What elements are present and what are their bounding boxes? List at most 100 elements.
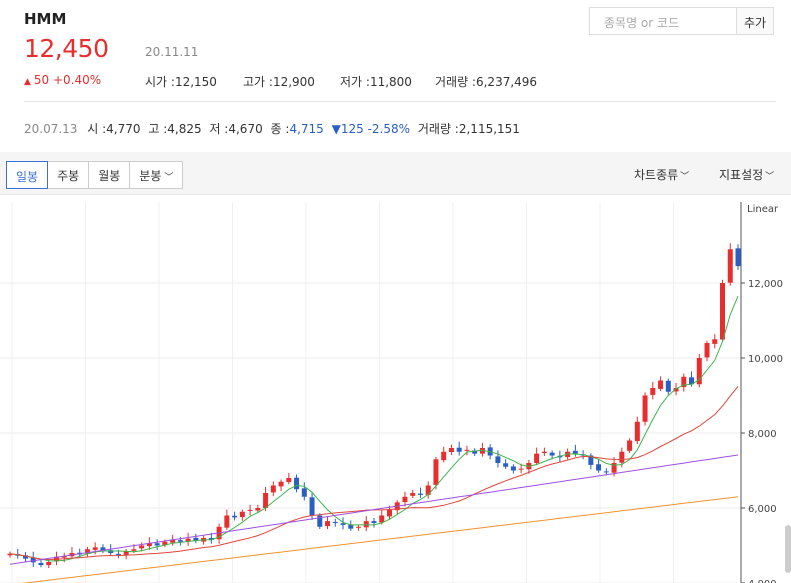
candle-body	[30, 557, 36, 563]
y-tick-label: 8,000	[748, 429, 777, 440]
candle-body	[309, 497, 315, 516]
candle-body	[356, 526, 362, 528]
tab-daily[interactable]: 일봉	[6, 161, 49, 189]
candle-body	[278, 481, 284, 487]
chart-area[interactable]: 4,000 6,000 8,000 10,000 12,000 Linear	[0, 194, 791, 583]
price-change-value: 50 +0.40%	[33, 73, 102, 87]
down-arrow-icon: ▼	[331, 122, 341, 136]
indicator-menu[interactable]: 지표설정 ﹀	[719, 166, 774, 183]
chart-type-label: 차트종류	[634, 168, 679, 182]
candle-body	[735, 248, 741, 267]
candle-body	[247, 509, 253, 511]
candle-body	[224, 515, 230, 528]
period-tabs: 일봉 주봉 월봉 분봉 ﹀	[6, 161, 184, 189]
candle-body	[681, 376, 687, 388]
candle-body	[689, 377, 695, 385]
scrollbar[interactable]	[785, 525, 791, 573]
candle-body	[650, 388, 656, 395]
candle-body	[162, 541, 168, 545]
add-button[interactable]: 추가	[736, 7, 774, 35]
candle-body	[139, 545, 145, 549]
candle-body	[627, 440, 633, 451]
stock-name: HMM	[24, 10, 67, 28]
candle-body	[92, 547, 98, 550]
stat-volume-label: 거래량 :	[435, 75, 476, 89]
stat-low-value: 11,800	[369, 75, 412, 89]
candle-body	[263, 493, 269, 508]
candle-body	[208, 538, 214, 540]
price-change: ▲ 50 +0.40%	[24, 73, 101, 87]
history-row: 20.07.13 시 :4,770 고 :4,825 저 :4,670 종 :4…	[24, 120, 520, 137]
candle-body	[619, 451, 625, 463]
scale-label: Linear	[747, 204, 779, 215]
price-date: 20.11.11	[145, 45, 199, 59]
candle-body	[123, 551, 129, 555]
candle-body	[534, 453, 540, 463]
candle-body	[634, 421, 640, 442]
candle-body	[363, 521, 369, 528]
history-open-label: 시 :	[87, 122, 107, 136]
candle-body	[720, 283, 726, 340]
stat-open-label: 시가 :	[145, 75, 175, 89]
candle-body	[131, 549, 137, 551]
candle-body	[665, 380, 671, 392]
price-chart[interactable]: 4,000 6,000 8,000 10,000 12,000 Linear	[0, 194, 791, 583]
candle-body	[185, 538, 191, 542]
stat-high: 고가 :12,900	[243, 73, 315, 90]
candle-body	[441, 451, 447, 461]
candle-body	[456, 447, 462, 452]
history-high: 4,825	[167, 122, 202, 136]
chart-type-menu[interactable]: 차트종류 ﹀	[634, 166, 689, 183]
candle-body	[518, 468, 524, 470]
candle-body	[270, 485, 276, 493]
candle-body	[325, 521, 331, 527]
candle-body	[433, 459, 439, 485]
candle-body	[704, 343, 710, 358]
candle-body	[712, 339, 718, 344]
divider	[24, 101, 776, 102]
history-close: 4,715	[289, 122, 324, 136]
tab-minute[interactable]: 분봉 ﹀	[130, 162, 182, 188]
ma5-line	[9, 295, 739, 562]
candle-body	[549, 452, 555, 456]
search-input[interactable]: 종목명 or 코드	[589, 7, 737, 35]
candle-body	[472, 450, 478, 454]
history-volume: 2,115,151	[458, 122, 520, 136]
current-price: 12,450	[24, 34, 109, 63]
candle-body	[503, 463, 509, 467]
tab-minute-label: 분봉	[139, 169, 162, 183]
candle-body	[239, 511, 245, 518]
candle-body	[410, 493, 416, 496]
tab-monthly[interactable]: 월봉	[89, 162, 131, 188]
candle-body	[348, 524, 354, 529]
tab-weekly[interactable]: 주봉	[48, 162, 90, 188]
history-high-label: 고 :	[148, 122, 168, 136]
candle-body	[286, 478, 292, 483]
candle-body	[541, 451, 547, 454]
y-tick-label: 4,000	[748, 579, 777, 583]
candle-body	[255, 508, 261, 511]
stat-high-value: 12,900	[272, 75, 315, 89]
stat-volume: 거래량 :6,237,496	[435, 73, 537, 90]
history-volume-label: 거래량 :	[417, 122, 459, 136]
candle-body	[596, 464, 602, 471]
candle-body	[294, 477, 300, 490]
candle-body	[448, 448, 454, 453]
candle-body	[588, 455, 594, 465]
candle-body	[673, 388, 679, 392]
candle-body	[464, 449, 470, 451]
candle-body	[379, 515, 385, 523]
history-low-label: 저 :	[209, 122, 229, 136]
candle-body	[611, 463, 617, 473]
y-tick-label: 6,000	[748, 504, 777, 515]
candle-body	[642, 395, 648, 422]
stat-open: 시가 :12,150	[145, 73, 217, 90]
candle-body	[7, 553, 13, 556]
candle-body	[696, 358, 702, 385]
candle-body	[46, 562, 52, 565]
history-change: 125 -2.58%	[340, 122, 411, 136]
ma60-line	[9, 454, 739, 565]
candle-body	[371, 521, 377, 523]
stat-high-label: 고가 :	[243, 75, 273, 89]
candle-body	[658, 380, 664, 389]
